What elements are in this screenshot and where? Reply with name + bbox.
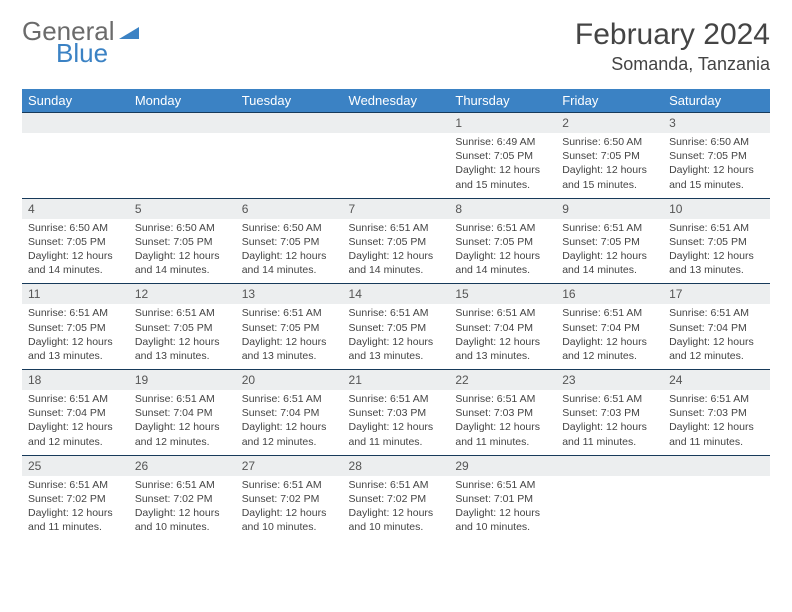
day-number-row: 11121314151617: [22, 284, 770, 305]
dow-header: Sunday: [22, 89, 129, 113]
day-number-row: 18192021222324: [22, 370, 770, 391]
day-number-cell: [343, 113, 450, 134]
dow-header: Thursday: [449, 89, 556, 113]
day-number-row: 45678910: [22, 198, 770, 219]
day-detail-row: Sunrise: 6:49 AMSunset: 7:05 PMDaylight:…: [22, 133, 770, 198]
day-detail-cell: Sunrise: 6:51 AMSunset: 7:04 PMDaylight:…: [22, 390, 129, 455]
day-detail-row: Sunrise: 6:50 AMSunset: 7:05 PMDaylight:…: [22, 219, 770, 284]
day-number-cell: 6: [236, 198, 343, 219]
day-number-cell: 11: [22, 284, 129, 305]
day-number-cell: 27: [236, 455, 343, 476]
day-detail-cell: Sunrise: 6:51 AMSunset: 7:05 PMDaylight:…: [343, 219, 450, 284]
day-detail-cell: Sunrise: 6:51 AMSunset: 7:02 PMDaylight:…: [22, 476, 129, 541]
day-detail-cell: [236, 133, 343, 198]
day-detail-cell: [556, 476, 663, 541]
day-number-cell: 25: [22, 455, 129, 476]
title-block: February 2024 Somanda, Tanzania: [575, 18, 770, 75]
dow-header: Wednesday: [343, 89, 450, 113]
day-detail-cell: Sunrise: 6:51 AMSunset: 7:01 PMDaylight:…: [449, 476, 556, 541]
day-number-cell: 22: [449, 370, 556, 391]
day-detail-cell: Sunrise: 6:50 AMSunset: 7:05 PMDaylight:…: [556, 133, 663, 198]
day-detail-cell: [663, 476, 770, 541]
day-detail-cell: Sunrise: 6:51 AMSunset: 7:02 PMDaylight:…: [236, 476, 343, 541]
day-number-cell: 28: [343, 455, 450, 476]
day-detail-cell: Sunrise: 6:51 AMSunset: 7:05 PMDaylight:…: [449, 219, 556, 284]
day-number-cell: 15: [449, 284, 556, 305]
day-number-cell: 8: [449, 198, 556, 219]
header: GeneralBlue February 2024 Somanda, Tanza…: [22, 18, 770, 75]
day-detail-cell: Sunrise: 6:51 AMSunset: 7:02 PMDaylight:…: [343, 476, 450, 541]
day-number-cell: [236, 113, 343, 134]
day-detail-cell: Sunrise: 6:50 AMSunset: 7:05 PMDaylight:…: [663, 133, 770, 198]
day-detail-cell: Sunrise: 6:51 AMSunset: 7:05 PMDaylight:…: [343, 304, 450, 369]
day-number-cell: 1: [449, 113, 556, 134]
day-number-cell: 17: [663, 284, 770, 305]
dow-header: Tuesday: [236, 89, 343, 113]
day-detail-cell: Sunrise: 6:51 AMSunset: 7:03 PMDaylight:…: [449, 390, 556, 455]
day-detail-cell: Sunrise: 6:49 AMSunset: 7:05 PMDaylight:…: [449, 133, 556, 198]
calendar-table: SundayMondayTuesdayWednesdayThursdayFrid…: [22, 89, 770, 540]
day-number-cell: 24: [663, 370, 770, 391]
day-number-cell: 3: [663, 113, 770, 134]
day-number-cell: 7: [343, 198, 450, 219]
day-detail-cell: Sunrise: 6:51 AMSunset: 7:05 PMDaylight:…: [663, 219, 770, 284]
day-detail-cell: Sunrise: 6:50 AMSunset: 7:05 PMDaylight:…: [236, 219, 343, 284]
day-detail-cell: Sunrise: 6:51 AMSunset: 7:02 PMDaylight:…: [129, 476, 236, 541]
day-detail-cell: Sunrise: 6:51 AMSunset: 7:04 PMDaylight:…: [236, 390, 343, 455]
day-detail-cell: Sunrise: 6:51 AMSunset: 7:04 PMDaylight:…: [663, 304, 770, 369]
day-number-cell: 5: [129, 198, 236, 219]
day-number-cell: 13: [236, 284, 343, 305]
day-number-cell: 26: [129, 455, 236, 476]
day-number-cell: 2: [556, 113, 663, 134]
day-number-cell: 14: [343, 284, 450, 305]
day-detail-cell: Sunrise: 6:51 AMSunset: 7:04 PMDaylight:…: [129, 390, 236, 455]
dow-header: Monday: [129, 89, 236, 113]
day-detail-cell: Sunrise: 6:51 AMSunset: 7:03 PMDaylight:…: [556, 390, 663, 455]
day-number-cell: 16: [556, 284, 663, 305]
day-detail-cell: Sunrise: 6:51 AMSunset: 7:05 PMDaylight:…: [236, 304, 343, 369]
day-number-cell: 18: [22, 370, 129, 391]
day-number-cell: 21: [343, 370, 450, 391]
month-title: February 2024: [575, 18, 770, 52]
day-number-cell: [129, 113, 236, 134]
day-number-row: 2526272829: [22, 455, 770, 476]
logo: GeneralBlue: [22, 18, 141, 66]
day-detail-cell: Sunrise: 6:51 AMSunset: 7:03 PMDaylight:…: [663, 390, 770, 455]
day-detail-cell: Sunrise: 6:51 AMSunset: 7:03 PMDaylight:…: [343, 390, 450, 455]
day-detail-cell: Sunrise: 6:51 AMSunset: 7:04 PMDaylight:…: [556, 304, 663, 369]
day-detail-cell: Sunrise: 6:51 AMSunset: 7:05 PMDaylight:…: [556, 219, 663, 284]
day-number-cell: 4: [22, 198, 129, 219]
location: Somanda, Tanzania: [575, 54, 770, 75]
dow-header: Saturday: [663, 89, 770, 113]
day-detail-cell: [22, 133, 129, 198]
day-number-cell: 10: [663, 198, 770, 219]
day-detail-cell: [343, 133, 450, 198]
logo-mark-icon: [119, 18, 141, 44]
day-detail-cell: Sunrise: 6:51 AMSunset: 7:05 PMDaylight:…: [22, 304, 129, 369]
day-number-cell: 12: [129, 284, 236, 305]
dow-header-row: SundayMondayTuesdayWednesdayThursdayFrid…: [22, 89, 770, 113]
day-number-cell: [556, 455, 663, 476]
day-number-row: 123: [22, 113, 770, 134]
day-detail-cell: Sunrise: 6:51 AMSunset: 7:05 PMDaylight:…: [129, 304, 236, 369]
dow-header: Friday: [556, 89, 663, 113]
day-number-cell: 9: [556, 198, 663, 219]
day-detail-cell: Sunrise: 6:50 AMSunset: 7:05 PMDaylight:…: [129, 219, 236, 284]
day-detail-row: Sunrise: 6:51 AMSunset: 7:04 PMDaylight:…: [22, 390, 770, 455]
day-number-cell: 23: [556, 370, 663, 391]
day-detail-cell: Sunrise: 6:51 AMSunset: 7:04 PMDaylight:…: [449, 304, 556, 369]
day-detail-row: Sunrise: 6:51 AMSunset: 7:02 PMDaylight:…: [22, 476, 770, 541]
day-number-cell: [22, 113, 129, 134]
day-detail-cell: Sunrise: 6:50 AMSunset: 7:05 PMDaylight:…: [22, 219, 129, 284]
day-detail-row: Sunrise: 6:51 AMSunset: 7:05 PMDaylight:…: [22, 304, 770, 369]
day-number-cell: 20: [236, 370, 343, 391]
day-number-cell: 19: [129, 370, 236, 391]
day-number-cell: [663, 455, 770, 476]
day-detail-cell: [129, 133, 236, 198]
day-number-cell: 29: [449, 455, 556, 476]
